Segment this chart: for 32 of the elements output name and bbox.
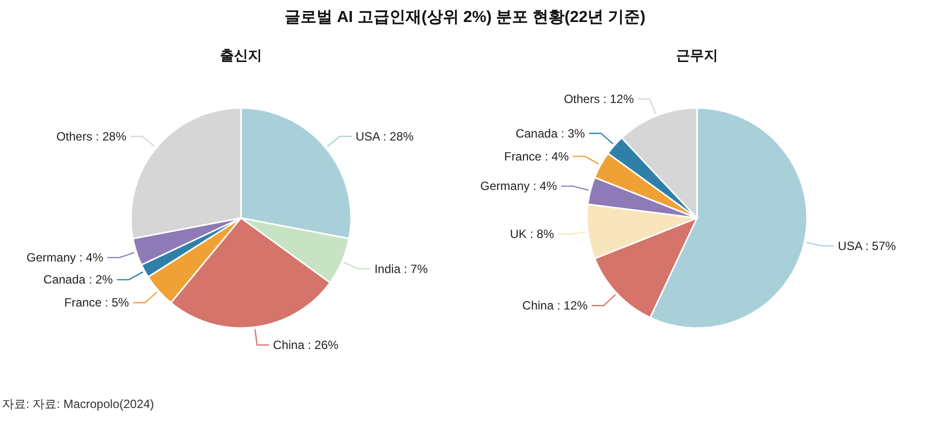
slice-label: Others <box>564 92 600 106</box>
slice-label: USA <box>356 129 380 144</box>
slice-label: Canada <box>43 272 86 287</box>
data-label: : 5% <box>104 296 130 310</box>
slice-label: Germany <box>26 250 76 265</box>
slice-label: Others <box>56 129 92 144</box>
slice-label: Germany <box>480 179 530 194</box>
data-label: : 57% <box>865 238 896 253</box>
slice-label: China <box>522 298 554 313</box>
data-label: : 12% <box>603 92 634 106</box>
slice-label: UK <box>510 227 527 242</box>
slice-label: USA <box>838 238 863 253</box>
data-label: : 4% <box>544 149 570 164</box>
slice-label: India <box>374 262 401 276</box>
data-label: : 8% <box>530 227 554 242</box>
text: 글로벌 AI 고급인재(상위 2%) 분포 현황(22년 기준) <box>284 9 646 26</box>
slice-label: Canada <box>516 126 558 140</box>
chart-subtitle: 출신지 <box>220 47 262 63</box>
data-label: : 7% <box>404 262 428 276</box>
slice-label: China <box>273 338 305 352</box>
slice-label: France <box>504 149 542 164</box>
data-label: : 4% <box>79 250 104 265</box>
data-label: : 2% <box>88 272 114 287</box>
slice-label: France <box>64 296 102 310</box>
data-label: : 4% <box>533 179 558 194</box>
data-label: : 28% <box>96 129 127 144</box>
text: 자료: 자료: Macropolo(2024) <box>2 397 154 411</box>
data-label: : 28% <box>382 129 414 144</box>
chart-subtitle: 근무지 <box>676 47 718 63</box>
data-label: : 26% <box>308 338 339 352</box>
data-label: : 3% <box>560 126 586 140</box>
data-label: : 12% <box>557 298 588 313</box>
